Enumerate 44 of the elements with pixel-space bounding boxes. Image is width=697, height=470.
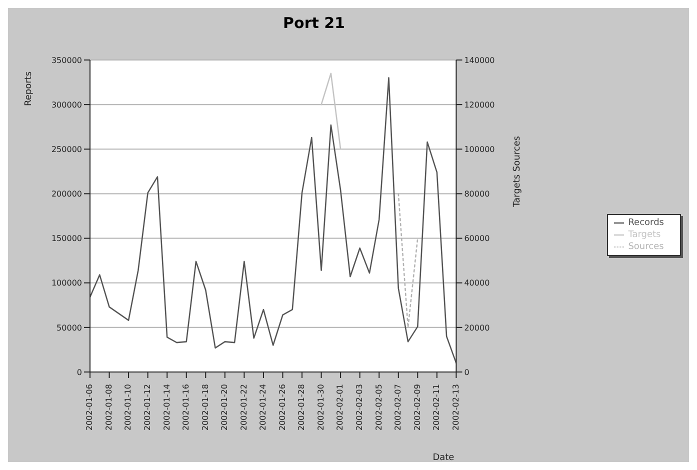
- y2-tick-label: 100000: [464, 144, 495, 154]
- x-tick-label: 2002-01-18: [200, 384, 210, 430]
- y-tick-label: 0: [76, 368, 82, 377]
- x-tick-label: 2002-02-11: [432, 384, 442, 430]
- y2-tick-label: 140000: [464, 56, 495, 65]
- y-tick-label: 100000: [51, 278, 82, 288]
- x-axis-title: Date: [432, 453, 455, 463]
- y2-axis-title: Targets Sources: [512, 136, 522, 208]
- x-tick-label: 2002-01-20: [220, 384, 230, 430]
- y2-tick-label: 40000: [464, 278, 490, 288]
- x-tick-label: 2002-02-07: [394, 384, 403, 430]
- x-tick-label: 2002-01-28: [297, 384, 306, 430]
- x-tick-label: 2002-02-09: [412, 384, 422, 430]
- x-tick-label: 2002-01-08: [104, 384, 114, 430]
- x-tick-label: 2002-01-12: [143, 384, 152, 430]
- y-tick-label: 250000: [51, 144, 82, 154]
- line-series: [90, 77, 456, 364]
- x-tick-label: 2002-02-05: [374, 384, 384, 430]
- y-tick-label: 50000: [56, 323, 82, 332]
- legend-label: Records: [628, 218, 664, 228]
- y-tick-label: 150000: [51, 234, 82, 244]
- y2-tick-label: 0: [464, 368, 470, 377]
- y2-tick-label: 60000: [464, 234, 490, 244]
- y2-tick-label: 120000: [464, 100, 495, 110]
- chart-title: Port 21: [282, 14, 346, 32]
- x-tick-label: 2002-01-22: [239, 384, 248, 430]
- x-tick-label: 2002-01-24: [258, 384, 268, 430]
- x-tick-label: 2002-01-14: [162, 384, 172, 430]
- x-tick-label: 2002-01-10: [124, 384, 133, 430]
- y-tick-label: 200000: [51, 190, 82, 199]
- y2-tick-label: 80000: [464, 190, 490, 199]
- x-tick-label: 2002-01-16: [182, 384, 191, 430]
- x-tick-label: 2002-01-30: [316, 384, 326, 430]
- x-tick-label: 2002-01-06: [85, 384, 94, 430]
- y-axis-title: Reports: [24, 71, 34, 106]
- legend-label: Sources: [628, 242, 664, 252]
- y-tick-label: 300000: [51, 100, 82, 110]
- x-tick-label: 2002-02-03: [355, 384, 364, 430]
- y2-tick-label: 20000: [464, 323, 490, 332]
- y-tick-label: 350000: [51, 56, 82, 65]
- x-tick-label: 2002-01-26: [278, 384, 287, 430]
- legend-label: Targets: [628, 230, 661, 240]
- x-tick-label: 2002-02-01: [336, 384, 345, 430]
- x-tick-label: 2002-02-13: [451, 384, 460, 430]
